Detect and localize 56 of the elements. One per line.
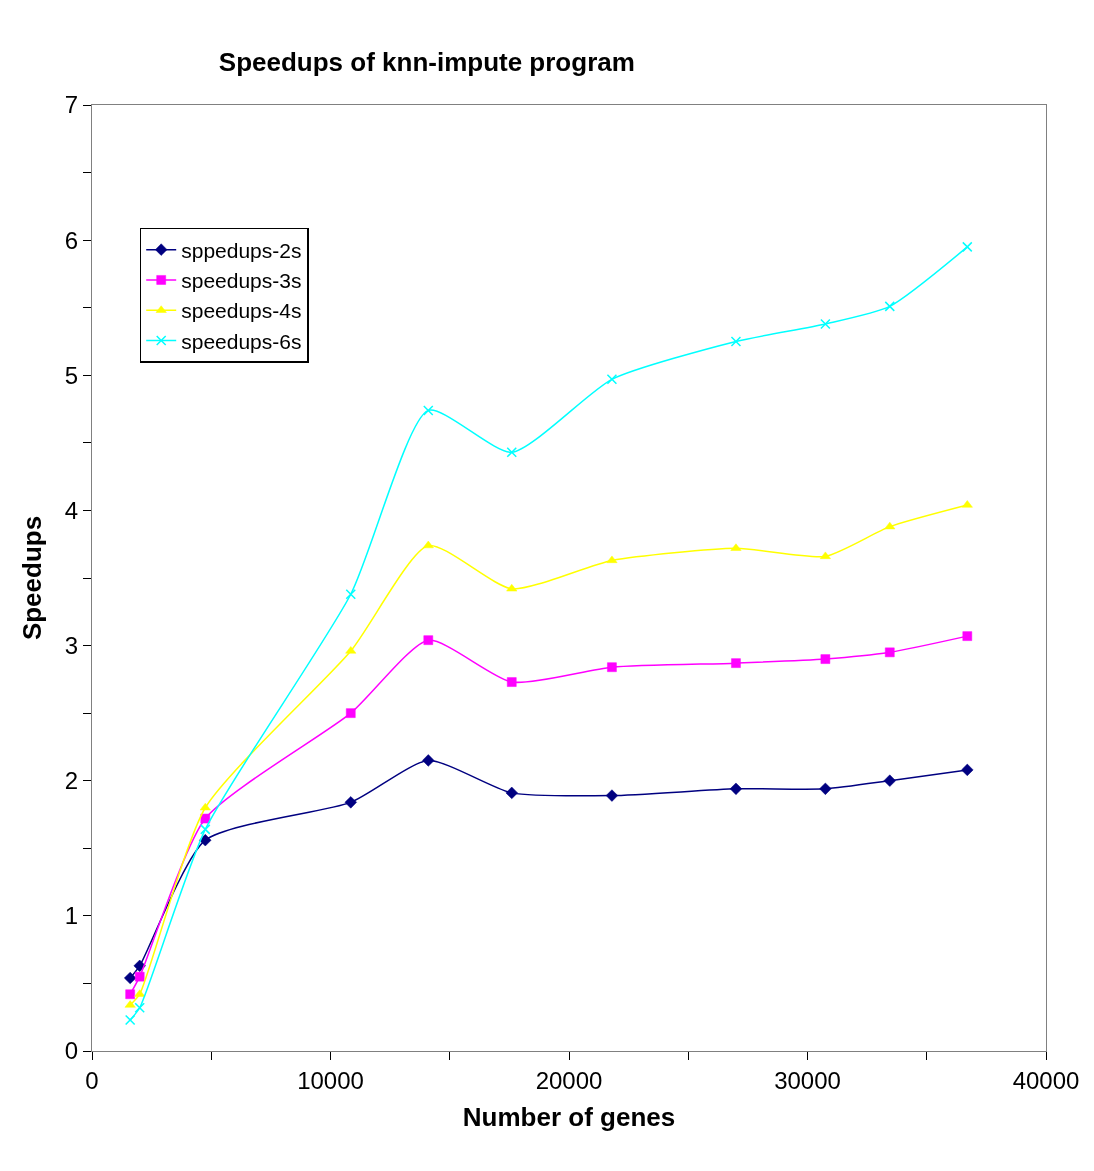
y-tick-label: 3 bbox=[64, 631, 79, 659]
legend-label: speedups-3s bbox=[181, 269, 302, 293]
point bbox=[885, 647, 895, 658]
y-axis-title: Speedups bbox=[17, 515, 48, 641]
legend-label: speedups-4s bbox=[181, 299, 302, 323]
point bbox=[884, 301, 896, 312]
point bbox=[199, 834, 212, 847]
point bbox=[422, 754, 435, 767]
point bbox=[607, 662, 617, 672]
y-tick-label: 1 bbox=[64, 902, 79, 930]
x-tick-label: 10000 bbox=[297, 1066, 364, 1094]
point bbox=[125, 989, 135, 999]
y-tick-label: 7 bbox=[64, 91, 79, 119]
point bbox=[200, 813, 211, 824]
point bbox=[884, 521, 896, 530]
point bbox=[605, 789, 619, 802]
point bbox=[423, 635, 434, 645]
point bbox=[199, 802, 211, 811]
point bbox=[731, 658, 741, 668]
point bbox=[730, 336, 742, 347]
y-tick-label: 5 bbox=[64, 361, 79, 389]
point bbox=[883, 774, 896, 787]
point bbox=[345, 588, 357, 600]
x-axis-title: Number of genes bbox=[462, 1102, 676, 1133]
chart-title: Speedups of knn-impute program bbox=[218, 46, 635, 77]
x-tick-label: 20000 bbox=[535, 1066, 603, 1094]
point bbox=[505, 786, 518, 799]
x-tick-label: 0 bbox=[85, 1066, 99, 1094]
point bbox=[200, 824, 211, 835]
y-tick-label: 6 bbox=[64, 226, 79, 254]
point bbox=[820, 654, 831, 664]
point bbox=[820, 318, 831, 330]
legend-label: speedups-6s bbox=[181, 329, 302, 353]
x-tick-label: 40000 bbox=[1012, 1066, 1080, 1094]
point bbox=[423, 405, 434, 416]
y-tick-label: 0 bbox=[64, 1037, 79, 1065]
point bbox=[606, 374, 618, 385]
point bbox=[133, 959, 146, 972]
point bbox=[961, 763, 974, 776]
point bbox=[962, 241, 973, 253]
point bbox=[819, 782, 832, 795]
y-tick-label: 4 bbox=[64, 496, 79, 524]
point bbox=[962, 631, 973, 641]
point bbox=[729, 782, 743, 795]
point bbox=[124, 971, 137, 985]
point bbox=[506, 447, 518, 458]
point bbox=[134, 971, 145, 982]
point bbox=[507, 677, 517, 687]
point bbox=[134, 1002, 145, 1013]
y-tick-label: 2 bbox=[64, 767, 79, 795]
point bbox=[346, 708, 356, 718]
point bbox=[422, 540, 434, 549]
x-tick-label: 30000 bbox=[774, 1066, 841, 1094]
point bbox=[124, 1014, 136, 1026]
point bbox=[344, 796, 357, 809]
legend-label: sppedups-2s bbox=[181, 238, 302, 262]
